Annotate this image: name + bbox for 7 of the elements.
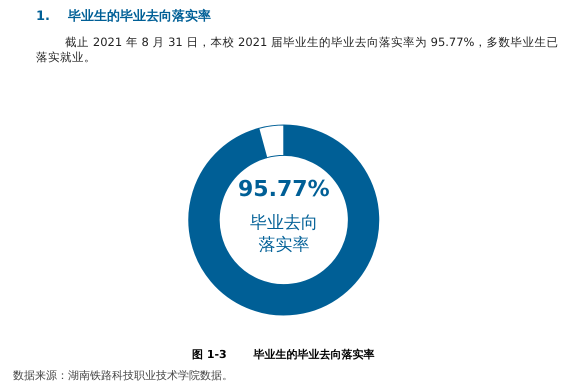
caption: 图 1-3 毕业生的毕业去向落实率 [192,348,375,361]
chart-title: 1. 毕业生的毕业去向落实率 [36,8,212,24]
chart-subtitle: 截止 2021 年 8 月 31 日，本校 2021 届毕业生的毕业去向落实率为 95.77%，多数毕业生已落实就业。 [36,35,558,64]
source-note: 数据来源：湖南铁路科技职业技术学院数据。 [13,369,233,382]
text: 毕业去向落实率 [250,213,318,256]
text: 95.77% [238,177,330,202]
donut-slice [188,124,380,316]
